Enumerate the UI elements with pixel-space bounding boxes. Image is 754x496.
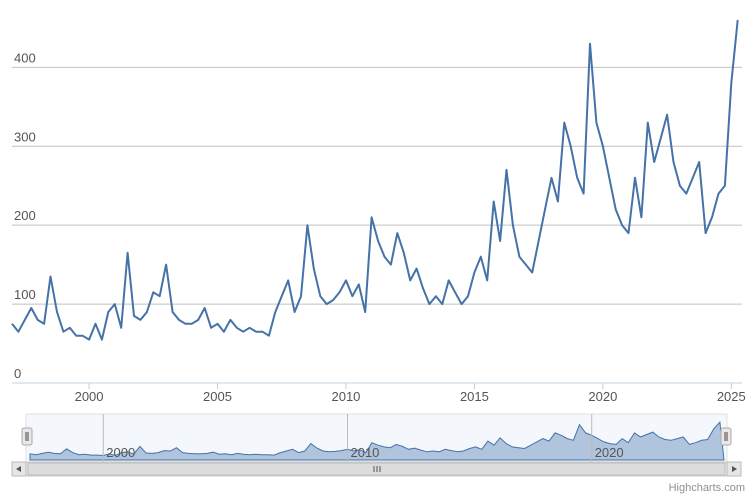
y-tick-label: 100 [14, 287, 36, 302]
y-gridlines [12, 66, 742, 384]
navigator[interactable]: 2000 2010 2020 [21, 413, 732, 465]
x-tick-label: 2000 [75, 389, 104, 404]
y-tick-label: 0 [14, 366, 21, 381]
price-series-line [11, 19, 739, 341]
x-tick-label: 2020 [588, 389, 617, 404]
chevron-left-icon [16, 466, 21, 472]
navigator-x-axis: 2000 2010 2020 [102, 414, 624, 462]
scrollbar-grip-icon [373, 466, 381, 472]
x-tick-label: 2025 [717, 389, 746, 404]
navigator-left-handle[interactable] [21, 427, 33, 446]
x-axis: 2000 2005 2010 2015 2020 2025 [75, 383, 746, 404]
navigator-tick-label: 2010 [350, 445, 379, 460]
navigator-tick-label: 2020 [595, 445, 624, 460]
scroll-right-button[interactable] [726, 461, 742, 477]
y-tick-label: 200 [14, 208, 36, 223]
x-tick-label: 2015 [460, 389, 489, 404]
scroll-left-button[interactable] [11, 461, 27, 477]
x-tick-label: 2005 [203, 389, 232, 404]
y-tick-label: 300 [14, 129, 36, 144]
y-tick-label: 400 [14, 50, 36, 65]
x-tick-label: 2010 [331, 389, 360, 404]
navigator-right-handle[interactable] [720, 427, 732, 446]
chevron-right-icon [732, 466, 737, 472]
navigator-series-area [29, 421, 725, 461]
scrollbar[interactable] [11, 461, 742, 477]
navigator-tick-label: 2000 [106, 445, 135, 460]
y-axis-labels: 0 100 200 300 400 [14, 50, 36, 381]
credits-link[interactable]: Highcharts.com [669, 482, 745, 494]
